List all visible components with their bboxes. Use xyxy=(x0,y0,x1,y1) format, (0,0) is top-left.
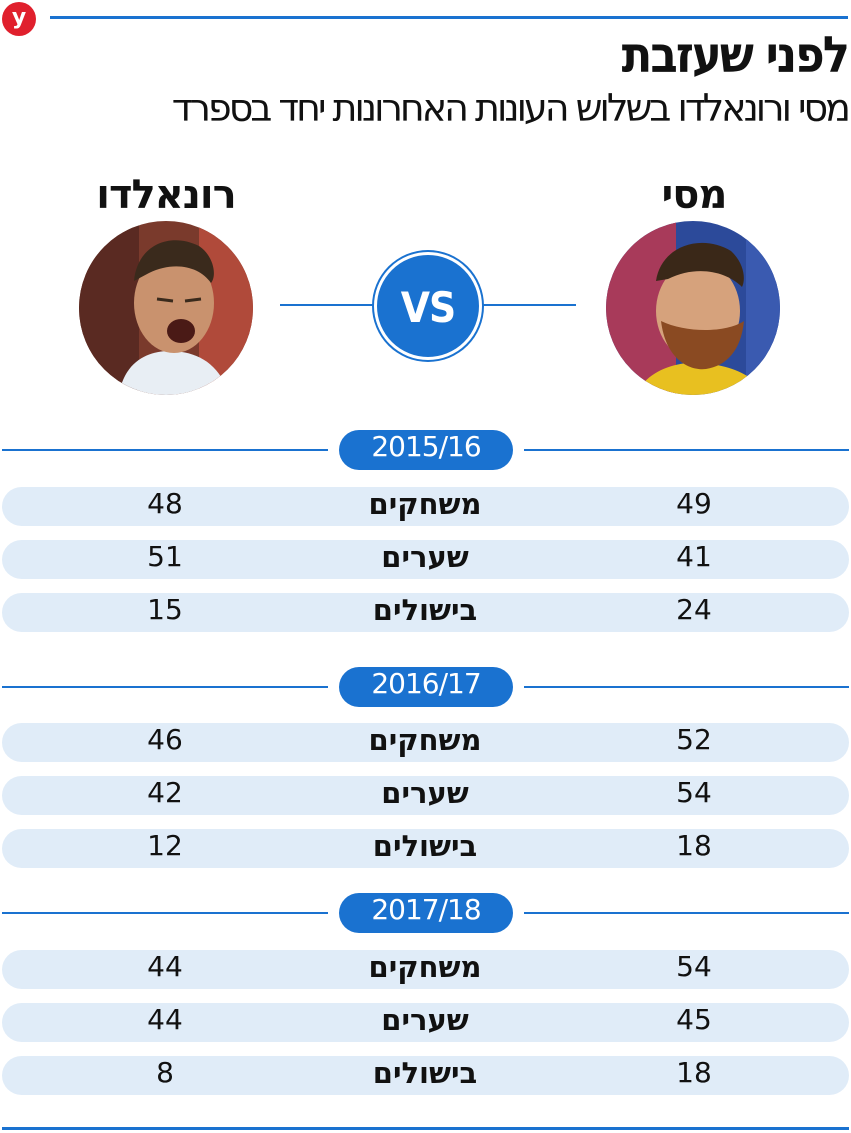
season-divider-right xyxy=(524,449,849,451)
messi-value: 24 xyxy=(676,593,712,626)
messi-value: 52 xyxy=(676,723,712,756)
vs-divider-right xyxy=(476,304,576,306)
ronaldo-value: 44 xyxy=(147,1003,183,1036)
messi-photo xyxy=(606,221,780,395)
vs-badge: VS xyxy=(374,252,482,360)
stat-row-assists: 8 בישולים 18 xyxy=(2,1056,849,1095)
ronaldo-value: 51 xyxy=(147,540,183,573)
stat-label: משחקים xyxy=(368,723,482,757)
player-name-ronaldo: רונאלדו xyxy=(96,172,237,218)
ronaldo-value: 15 xyxy=(147,593,183,626)
season-label: 2017/18 xyxy=(339,893,513,933)
top-divider xyxy=(50,16,848,19)
page-subtitle: מסי ורונאלדו בשלוש העונות האחרונות יחד ב… xyxy=(171,86,851,130)
ronaldo-value: 44 xyxy=(147,950,183,983)
stat-row-games: 44 משחקים 54 xyxy=(2,950,849,989)
player-name-messi: מסי xyxy=(661,172,728,218)
messi-value: 18 xyxy=(676,829,712,862)
stat-row-assists: 12 בישולים 18 xyxy=(2,829,849,868)
stat-label: שערים xyxy=(381,1003,469,1037)
stat-row-games: 48 משחקים 49 xyxy=(2,487,849,526)
ronaldo-value: 46 xyxy=(147,723,183,756)
ynet-logo: y xyxy=(2,2,36,36)
stat-row-games: 46 משחקים 52 xyxy=(2,723,849,762)
ronaldo-value: 8 xyxy=(156,1056,174,1089)
season-divider-left xyxy=(2,449,328,451)
ronaldo-value: 42 xyxy=(147,776,183,809)
messi-value: 54 xyxy=(676,950,712,983)
stat-label: בישולים xyxy=(372,1056,478,1090)
messi-value: 18 xyxy=(676,1056,712,1089)
stat-label: בישולים xyxy=(372,829,478,863)
season-label: 2016/17 xyxy=(339,667,513,707)
stat-label: בישולים xyxy=(372,593,478,627)
season-divider-left xyxy=(2,686,328,688)
ronaldo-value: 48 xyxy=(147,487,183,520)
stat-label: משחקים xyxy=(368,487,482,521)
messi-value: 54 xyxy=(676,776,712,809)
season-divider-right xyxy=(524,912,849,914)
stat-row-goals: 44 שערים 45 xyxy=(2,1003,849,1042)
season-divider-left xyxy=(2,912,328,914)
stat-row-assists: 15 בישולים 24 xyxy=(2,593,849,632)
vs-label: VS xyxy=(400,283,456,332)
season-label: 2015/16 xyxy=(339,430,513,470)
vs-divider-left xyxy=(280,304,376,306)
stat-row-goals: 51 שערים 41 xyxy=(2,540,849,579)
ronaldo-value: 12 xyxy=(147,829,183,862)
ronaldo-photo xyxy=(79,221,253,395)
stat-label: משחקים xyxy=(368,950,482,984)
season-divider-right xyxy=(524,686,849,688)
page-title: לפני שעזבת xyxy=(621,26,850,84)
stat-row-goals: 42 שערים 54 xyxy=(2,776,849,815)
messi-value: 45 xyxy=(676,1003,712,1036)
stat-label: שערים xyxy=(381,540,469,574)
messi-value: 41 xyxy=(676,540,712,573)
messi-value: 49 xyxy=(676,487,712,520)
stat-label: שערים xyxy=(381,776,469,810)
bottom-divider xyxy=(2,1127,849,1130)
